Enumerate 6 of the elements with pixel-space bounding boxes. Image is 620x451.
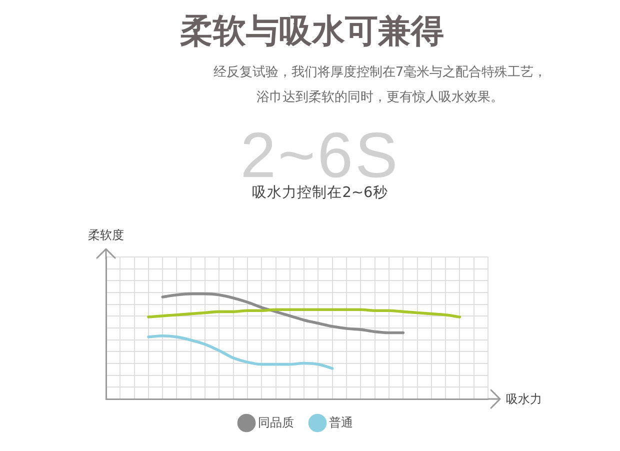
chart-title: 柔软与吸水可兼得 [179, 10, 445, 52]
legend-label: 普通 [329, 415, 353, 430]
chart-subtitle: 经反复试验，我们将厚度控制在7毫米与之配合特殊工艺，浴巾达到柔软的同时，更有惊人吸水效果。 [212, 64, 548, 107]
y-axis-title: 柔软度 [88, 227, 124, 243]
x-axis-title: 吸水力 [506, 391, 542, 407]
legend-label: 同品质 [258, 415, 294, 430]
